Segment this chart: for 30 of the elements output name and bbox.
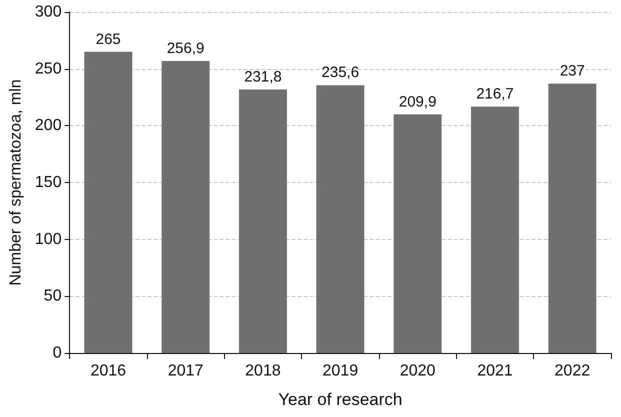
x-tick-label: 2019 (322, 362, 358, 380)
x-tick-label: 2022 (554, 362, 590, 380)
bar (394, 114, 442, 353)
x-tick-label: 2020 (400, 362, 436, 380)
data-label: 237 (560, 62, 585, 80)
y-tick-label: 150 (34, 174, 62, 191)
bar (238, 90, 287, 353)
bar (471, 106, 519, 353)
bar (316, 85, 364, 353)
x-tick-label: 2017 (168, 362, 204, 380)
x-tick-label: 2016 (90, 362, 126, 380)
y-tick-label: 0 (52, 344, 62, 362)
y-axis-title: Number of spermatozoa, mln (8, 79, 24, 286)
bar (162, 60, 210, 353)
data-label: 235,6 (322, 64, 360, 82)
x-axis-title: Year of research (278, 390, 402, 409)
x-tick-label: 2021 (477, 362, 513, 380)
y-tick-label: 100 (34, 230, 62, 248)
y-tick-label: 300 (34, 4, 62, 20)
data-label: 216,7 (476, 86, 514, 103)
data-label: 209,9 (398, 93, 436, 110)
y-tick-label: 250 (34, 60, 62, 78)
y-tick-label: 50 (44, 288, 62, 305)
data-label: 231,8 (244, 68, 282, 86)
bar (84, 52, 132, 353)
data-label: 256,9 (166, 40, 204, 57)
y-tick-label: 200 (34, 117, 62, 134)
data-label: 265 (96, 30, 121, 48)
x-tick-label: 2018 (245, 362, 281, 380)
bar (548, 84, 596, 353)
